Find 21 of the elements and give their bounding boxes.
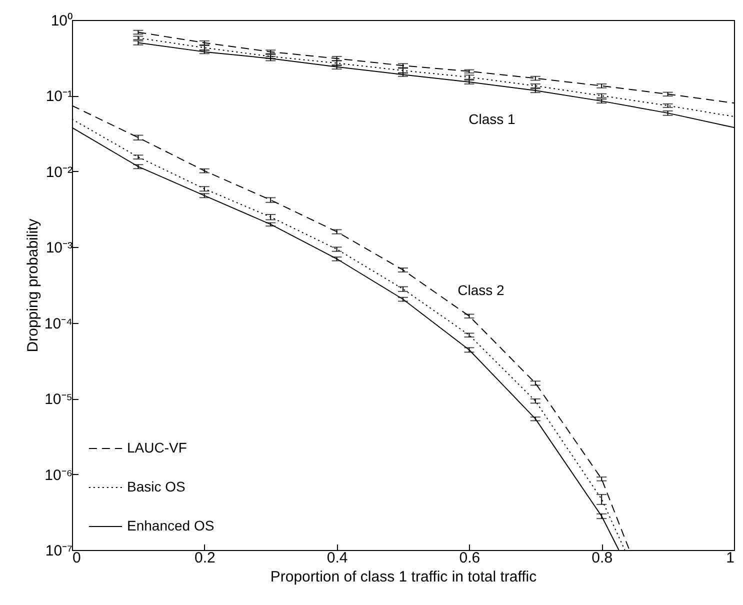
annotation: Class 2	[458, 282, 505, 298]
x-tick-label: 0.8	[592, 550, 613, 566]
x-tick-label: 0	[72, 550, 81, 566]
y-tick-label: 10⁰	[50, 12, 72, 30]
y-tick-label: 10⁻⁴	[44, 315, 72, 332]
y-tick-label: 10⁻³	[46, 240, 72, 257]
y-axis-title: Dropping probability	[24, 218, 42, 352]
x-tick-label: 0.2	[194, 550, 216, 566]
x-axis-title: Proportion of class 1 traffic in total traffic	[270, 568, 538, 586]
x-tick-label: 0.6	[459, 550, 480, 566]
y-tick-label: 10⁻⁷	[45, 542, 72, 560]
legend-label: Basic OS	[127, 478, 186, 494]
legend-label: Enhanced OS	[127, 518, 214, 534]
annotation: Class 1	[468, 111, 516, 127]
y-tick-label: 10⁻⁶	[44, 466, 72, 484]
y-tick-label: 10⁻¹	[46, 88, 72, 106]
x-tick-label: 1	[726, 550, 734, 566]
y-tick-label: 10⁻⁵	[44, 391, 72, 408]
legend-label: LAUC-VF	[127, 440, 187, 456]
x-tick-label: 0.4	[326, 550, 348, 566]
y-tick-label: 10⁻²	[46, 164, 72, 181]
